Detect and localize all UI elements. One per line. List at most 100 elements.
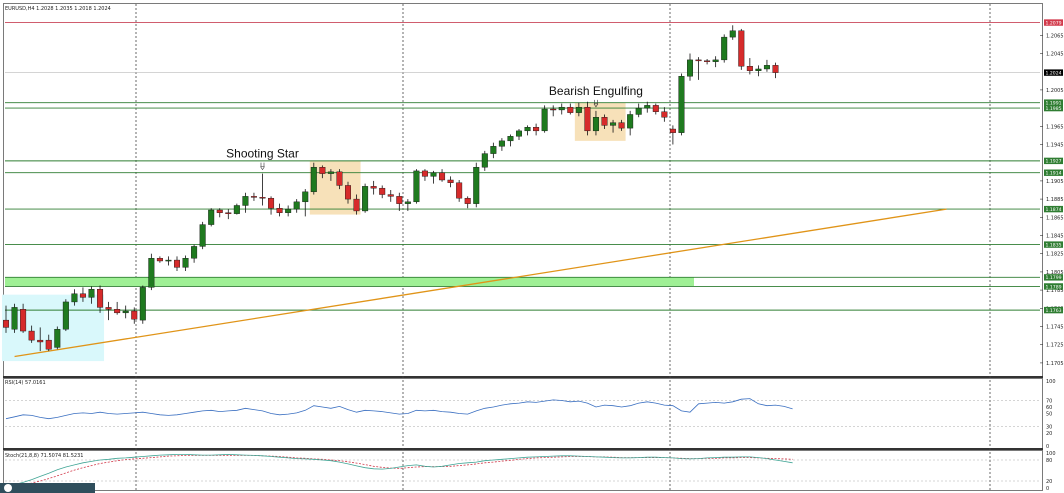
candle-body — [62, 301, 69, 330]
price-label-box — [1044, 169, 1063, 176]
price-tick-label: 1.2045 — [1046, 52, 1064, 58]
candle-body — [456, 182, 463, 199]
candle-body — [268, 197, 275, 209]
rsi-tick-label: 60 — [1046, 405, 1052, 411]
candle-body — [88, 288, 95, 298]
candle-body — [11, 307, 18, 330]
price-tick-label: 1.1945 — [1046, 143, 1064, 149]
pattern-label: Bearish Engulfing — [549, 84, 643, 98]
candle-body — [584, 106, 591, 132]
stoch-panel-frame — [3, 450, 1043, 491]
candle-body — [216, 209, 223, 213]
candle-body — [396, 196, 403, 204]
symbol-header: EURUSD,H4 1.2028 1.2035 1.2018 1.2024 — [5, 6, 111, 12]
candle-body — [242, 196, 249, 206]
price-label-box — [1044, 157, 1063, 165]
candle-body — [498, 140, 505, 147]
candle-body — [652, 105, 659, 112]
price-tick-label: 1.1845 — [1046, 234, 1064, 240]
candle-body — [738, 30, 745, 67]
candle-body — [772, 65, 779, 73]
rsi-tick-label: 20 — [1046, 431, 1052, 437]
candle-body — [430, 172, 437, 177]
rsi-header: RSI(14) 57.0161 — [5, 380, 46, 386]
arrow-icon — [260, 162, 265, 171]
price-label-box — [1044, 306, 1063, 314]
candle-body — [122, 310, 129, 314]
candle-body — [54, 329, 61, 348]
candle-body — [729, 30, 736, 38]
candle-body — [763, 65, 770, 70]
candle-body — [285, 208, 292, 213]
candle-body — [79, 293, 86, 298]
stoch-tick-label: 20 — [1046, 479, 1052, 485]
candle-body — [45, 339, 52, 350]
price-tick-label: 1.1865 — [1046, 215, 1064, 221]
price-label-box — [1044, 241, 1063, 248]
candle-body — [379, 187, 386, 195]
price-label-text: 1.1874 — [1046, 207, 1062, 213]
candle-body — [191, 246, 198, 259]
price-label-box — [1044, 283, 1063, 290]
stoch-tick-label: 80 — [1046, 458, 1052, 464]
rsi-tick-label: 0 — [1046, 444, 1049, 450]
candle-body — [661, 111, 668, 118]
candle-body — [336, 171, 343, 186]
rsi-panel-frame — [3, 378, 1043, 449]
candle-body — [156, 258, 163, 262]
candle-body — [601, 116, 608, 126]
price-label-box — [1044, 205, 1063, 213]
candles — [3, 25, 779, 352]
candle-body — [687, 59, 694, 77]
candle-body — [97, 288, 104, 308]
rsi-tick-label: 50 — [1046, 412, 1052, 418]
candle-body — [533, 127, 540, 132]
candle-body — [481, 153, 488, 168]
candle-body — [669, 128, 676, 133]
candle-body — [490, 146, 497, 154]
price-label-box — [1044, 69, 1063, 76]
candle-body — [721, 36, 728, 61]
candle-body — [567, 106, 574, 113]
rsi-tick-label: 70 — [1046, 399, 1052, 405]
candle-body — [387, 194, 394, 197]
candle-body — [173, 259, 180, 268]
candle-body — [464, 197, 471, 204]
price-tick-label: 1.2065 — [1046, 33, 1064, 39]
rsi-line — [5, 398, 793, 420]
price-axis: 1.2065 1.2045 1.2005 1.1965 1.1945 1.1905 1.18… — [1040, 33, 1064, 367]
candle-body — [345, 185, 352, 200]
candle-body — [439, 172, 446, 181]
candle-body — [199, 224, 206, 247]
candle-body — [541, 108, 548, 132]
candle-body — [71, 293, 78, 303]
logo-watermark — [0, 483, 95, 493]
price-label-text: 1.2024 — [1046, 70, 1062, 76]
price-tick-label: 1.1825 — [1046, 252, 1064, 258]
price-tick-label: 1.1705 — [1046, 361, 1064, 367]
price-label-box — [1044, 99, 1063, 106]
stoch-header: Stoch(21,8,8) 71.5074 81.5231 — [5, 453, 83, 459]
candle-body — [550, 108, 557, 111]
candle-body — [678, 76, 685, 133]
candle-body — [327, 171, 334, 174]
price-tick-label: 1.1805 — [1046, 270, 1064, 276]
candle-body — [746, 66, 753, 71]
price-tick-label: 1.1885 — [1046, 197, 1064, 203]
candle-body — [516, 130, 523, 137]
price-label-text: 1.1985 — [1046, 106, 1062, 112]
candle-body — [28, 330, 35, 341]
candle-body — [319, 167, 326, 174]
trendline — [14, 208, 947, 358]
rsi-tick-label: 100 — [1046, 379, 1056, 385]
candle-body — [225, 212, 232, 214]
stoch-signal-line — [5, 455, 793, 488]
candle-body — [473, 167, 480, 204]
price-label-text: 1.1927 — [1046, 159, 1062, 165]
candle-body — [618, 122, 625, 129]
candle-body — [182, 258, 189, 268]
support-band — [5, 277, 694, 287]
candle-body — [139, 287, 146, 321]
